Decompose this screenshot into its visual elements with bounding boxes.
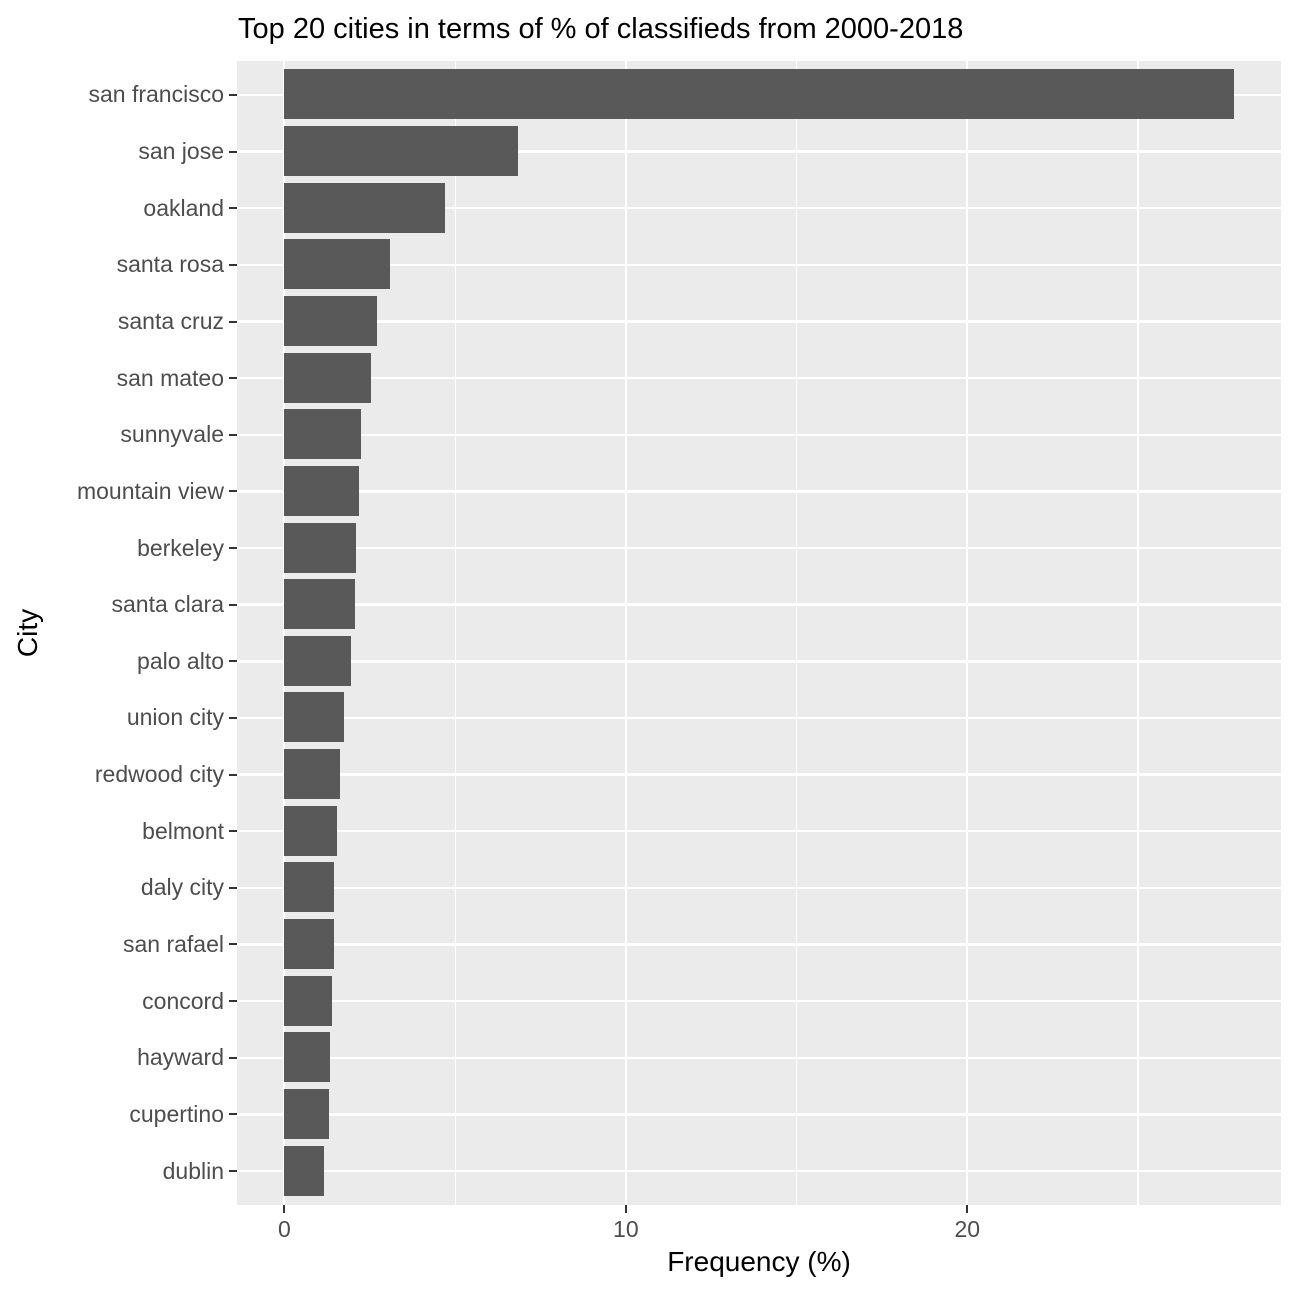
plot-panel [237, 61, 1281, 1205]
gridline-major-vertical [966, 61, 969, 1205]
bar [284, 239, 391, 290]
bar [284, 862, 335, 913]
y-axis-tick-mark [229, 320, 237, 323]
bar [284, 1145, 325, 1196]
gridline-major-horizontal [237, 263, 1281, 267]
y-axis-tick-mark [229, 1113, 237, 1116]
gridline-major-horizontal [237, 1113, 1281, 1116]
y-axis-tick-label: san francisco [88, 81, 224, 108]
x-axis-tick-label: 10 [613, 1216, 639, 1242]
gridline-minor-vertical [1137, 61, 1139, 1205]
y-axis-tick-label: santa rosa [116, 251, 224, 278]
bar [284, 692, 344, 743]
bar [284, 352, 372, 403]
gridline-minor-vertical [795, 61, 798, 1205]
bar [284, 918, 334, 969]
y-axis-tick-label: san jose [138, 138, 224, 165]
y-axis-tick-label: santa clara [111, 591, 224, 618]
gridline-major-horizontal [237, 603, 1281, 606]
gridline-major-horizontal [237, 886, 1281, 890]
gridline-major-vertical [624, 61, 627, 1205]
y-axis-tick-label: concord [142, 987, 224, 1014]
gridline-major-horizontal [237, 1056, 1281, 1059]
y-axis-tick-label: dublin [162, 1157, 224, 1184]
y-axis-tick-label: santa cruz [117, 308, 224, 334]
gridline-major-horizontal [237, 1169, 1281, 1173]
y-axis-tick-mark [229, 886, 237, 889]
bar [284, 409, 362, 460]
y-axis-tick-label: mountain view [76, 477, 224, 504]
bar [284, 522, 357, 573]
x-axis-tick-mark [624, 1205, 627, 1213]
gridline-major-horizontal [237, 660, 1281, 663]
chart-title: Top 20 cities in terms of % of classifie… [238, 13, 964, 45]
x-axis-title: Frequency (%) [667, 1246, 851, 1277]
x-axis-tick-mark [966, 1205, 969, 1213]
y-axis-tick-mark [229, 943, 237, 946]
x-axis-tick-mark [283, 1205, 286, 1213]
bar [284, 69, 1234, 120]
gridline-major-horizontal [237, 999, 1281, 1003]
bar [284, 1088, 329, 1139]
bar [284, 635, 352, 686]
gridline-major-horizontal [237, 716, 1281, 720]
y-axis-tick-mark [229, 830, 237, 833]
y-axis-tick-label: palo alto [137, 647, 224, 674]
bar [284, 975, 333, 1026]
y-axis-tick-label: san mateo [116, 364, 224, 391]
y-axis-tick-mark [229, 263, 237, 266]
x-axis-tick-label: 20 [954, 1216, 981, 1242]
y-axis-tick-mark [229, 603, 237, 606]
y-axis-tick-label: berkeley [137, 534, 224, 561]
bar [284, 749, 341, 800]
gridline-major-horizontal [237, 376, 1281, 380]
y-axis-tick-mark [229, 490, 237, 493]
gridline-major-horizontal [237, 830, 1281, 833]
y-axis-tick-mark [229, 1000, 237, 1003]
y-axis-title: City [12, 608, 43, 658]
bar [284, 805, 338, 856]
bar [284, 579, 356, 630]
y-axis-tick-mark [229, 1170, 237, 1173]
y-axis-tick-label: belmont [142, 817, 224, 844]
y-axis-tick-label: cupertino [129, 1100, 224, 1127]
gridline-minor-vertical [454, 61, 456, 1205]
gridline-major-horizontal [237, 207, 1281, 210]
bar [284, 465, 360, 516]
y-axis-tick-mark [229, 1056, 237, 1059]
y-axis-tick-label: union city [126, 704, 224, 731]
bar [284, 182, 445, 233]
y-axis-tick-label: sunnyvale [120, 421, 224, 448]
bar [284, 1032, 330, 1083]
gridline-major-horizontal [237, 546, 1281, 550]
y-axis-tick-mark [229, 716, 237, 719]
y-axis-tick-label: oakland [143, 194, 224, 221]
gridline-major-horizontal [237, 943, 1281, 946]
x-axis-tick-label: 0 [278, 1216, 291, 1242]
y-axis-tick-mark [229, 150, 237, 153]
y-axis-tick-label: redwood city [94, 761, 224, 788]
bar [284, 126, 519, 177]
y-axis-tick-label: daly city [140, 874, 224, 901]
y-axis-tick-mark [229, 547, 237, 550]
bar [284, 296, 378, 346]
y-axis-tick-mark [229, 207, 237, 210]
gridline-major-vertical [283, 61, 286, 1205]
gridline-major-horizontal [237, 433, 1281, 436]
y-axis-tick-label: san rafael [122, 930, 224, 957]
y-axis-tick-mark [229, 93, 237, 96]
y-axis-tick-label: hayward [137, 1044, 224, 1071]
y-axis-tick-mark [229, 433, 237, 436]
y-axis-tick-mark [229, 660, 237, 663]
gridline-major-horizontal [237, 150, 1281, 153]
y-axis-tick-mark [229, 377, 237, 380]
y-axis-tick-mark [229, 773, 237, 776]
gridline-major-horizontal [237, 773, 1281, 776]
gridline-major-horizontal [237, 320, 1281, 323]
gridline-major-horizontal [237, 490, 1281, 493]
